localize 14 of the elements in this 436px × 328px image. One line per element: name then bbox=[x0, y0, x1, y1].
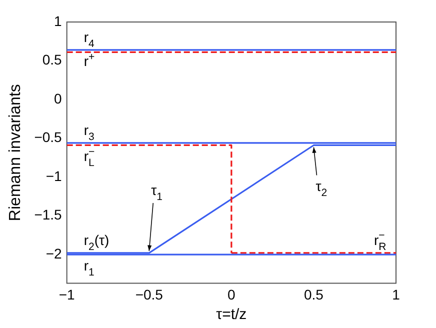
y-tick-label: −1 bbox=[46, 168, 62, 184]
x-tick-label: 0 bbox=[228, 286, 236, 302]
x-axis-title: τ=t/z bbox=[216, 306, 247, 324]
y-tick-label: 0.5 bbox=[42, 52, 62, 68]
y-tick-label: −0.5 bbox=[34, 129, 62, 146]
x-tick-label: 0.5 bbox=[304, 286, 324, 302]
y-tick-label: −2 bbox=[46, 245, 62, 262]
series-label: r+ bbox=[84, 50, 95, 70]
x-tick-label: 1 bbox=[392, 286, 400, 302]
y-tick-label: 1 bbox=[54, 12, 62, 29]
y-axis-title: Riemann invariants bbox=[7, 84, 24, 222]
y-tick-label: 0 bbox=[54, 90, 62, 106]
y-tick-label: −1.5 bbox=[34, 206, 62, 223]
x-tick-label: −0.5 bbox=[135, 286, 164, 302]
